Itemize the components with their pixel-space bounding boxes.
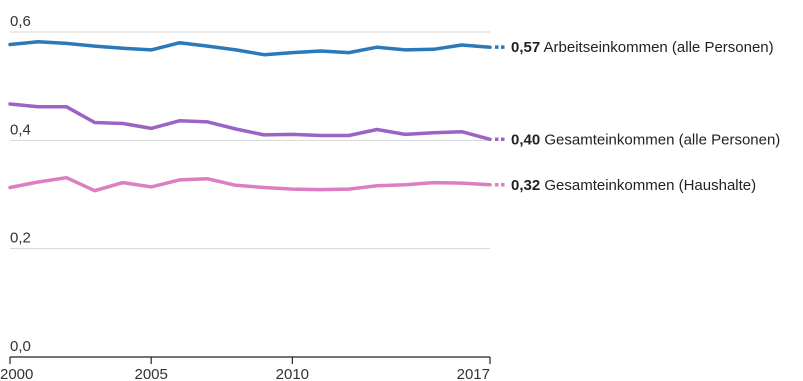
series-label-1: 0,40 Gesamteinkommen (alle Personen) xyxy=(511,131,780,148)
x-tick-label: 2017 xyxy=(457,366,490,381)
x-tick-label: 2010 xyxy=(276,366,309,381)
series-line-1 xyxy=(8,102,492,142)
series-name-label: Gesamteinkommen (alle Personen) xyxy=(540,131,780,148)
series-label-0: 0,57 Arbeitseinkommen (alle Personen) xyxy=(511,39,774,56)
x-tick-label: 2005 xyxy=(134,366,167,381)
x-axis: 2000 2005 2010 2017 xyxy=(0,356,491,381)
y-gridlines xyxy=(10,31,490,250)
series-value-label: 0,40 xyxy=(511,131,540,148)
series-line-0 xyxy=(8,40,492,57)
y-tick-label: 0,2 xyxy=(10,230,31,247)
series-direct-labels: 0,57 Arbeitseinkommen (alle Personen) 0,4… xyxy=(495,39,780,194)
y-tick-label: 0,0 xyxy=(10,338,31,355)
y-tick-label: 0,6 xyxy=(10,13,31,30)
series-value-label: 0,57 xyxy=(511,39,540,56)
series-name-label: Arbeitseinkommen (alle Personen) xyxy=(540,39,773,56)
series-label-2: 0,32 Gesamteinkommen (Haushalte) xyxy=(511,177,756,194)
series-line-2 xyxy=(8,175,492,193)
series-lines xyxy=(8,40,492,193)
x-tick-label: 2000 xyxy=(0,366,33,381)
y-tick-label: 0,4 xyxy=(10,121,31,138)
series-name-label: Gesamteinkommen (Haushalte) xyxy=(540,177,756,194)
y-axis-tick-labels: 0,0 0,2 0,4 0,6 xyxy=(10,13,31,355)
series-value-label: 0,32 xyxy=(511,177,540,194)
